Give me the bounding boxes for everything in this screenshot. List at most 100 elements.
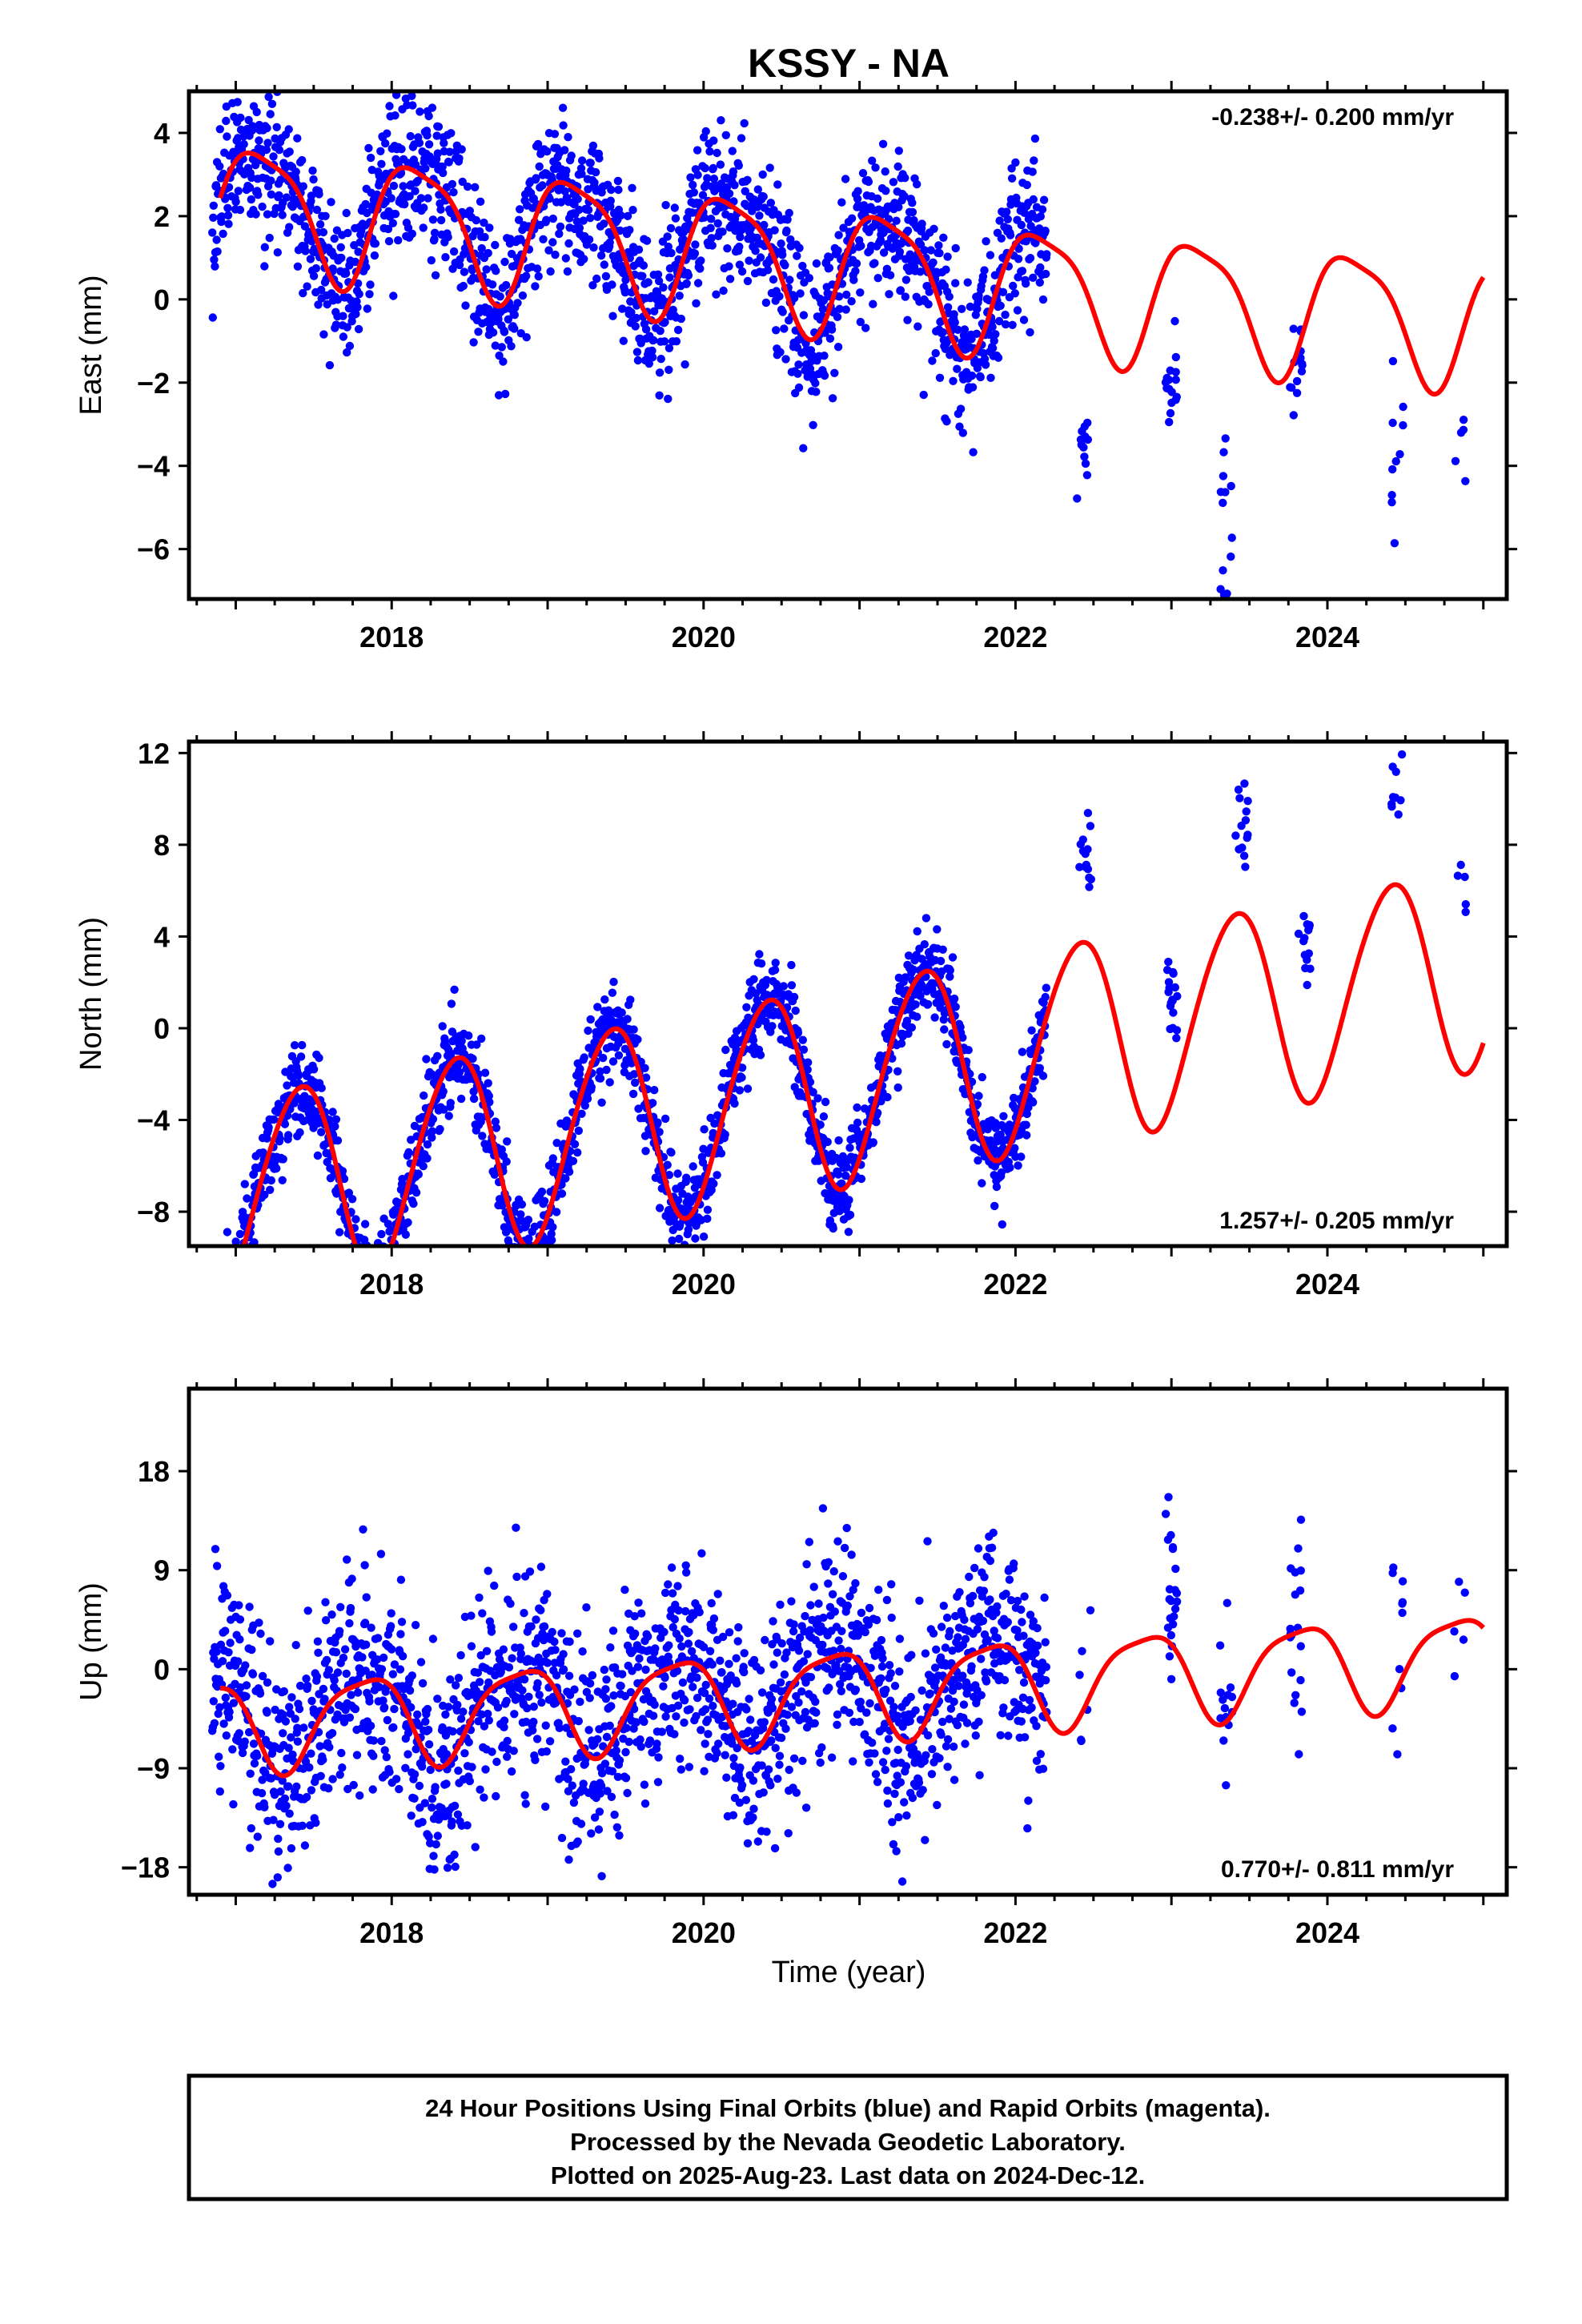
data-point [316,1771,325,1780]
data-point [291,1641,300,1650]
data-point [1027,1026,1036,1035]
data-point [433,1051,442,1061]
data-point [543,147,552,156]
data-point [778,308,787,316]
data-point [596,1789,605,1798]
data-point [894,147,904,155]
data-point [661,318,669,327]
data-point [1168,1023,1178,1032]
data-point [617,1008,626,1017]
data-point [759,1788,768,1797]
data-point [484,248,492,258]
data-point [488,280,497,289]
data-point [504,1663,514,1672]
data-point [383,129,391,138]
data-point [556,198,566,207]
data-point [307,1786,316,1795]
data-point [340,1645,350,1654]
data-point [818,304,828,314]
data-point [388,1670,397,1679]
data-point [700,213,709,222]
data-point [312,1672,322,1681]
data-point [576,1064,584,1073]
data-point [665,365,673,374]
data-point [636,1735,644,1744]
data-point [731,227,740,235]
data-point [229,1699,239,1707]
data-point [358,1653,367,1662]
data-point [602,1732,612,1742]
data-point [216,1337,224,1345]
data-point [548,1154,557,1163]
data-point [938,945,947,955]
data-point [343,323,351,332]
data-point [223,1312,231,1320]
data-point [444,1112,453,1120]
data-point [614,185,623,195]
data-point [1289,324,1298,333]
data-point [480,232,489,242]
data-point [360,1255,368,1263]
data-point [628,1667,636,1675]
data-point [395,1784,404,1794]
data-point [596,1067,604,1076]
data-point [610,1810,619,1819]
data-point [853,1118,862,1128]
data-point [605,1721,614,1731]
data-point [713,219,722,228]
data-point [623,1015,632,1023]
data-point [693,171,702,179]
data-point [377,1229,386,1239]
data-point [440,139,448,147]
data-point [502,1157,511,1166]
data-point [448,1817,456,1826]
data-point [570,1140,580,1149]
data-point [585,1694,594,1703]
data-point [903,226,913,235]
data-point [263,1678,272,1687]
data-point [307,1749,315,1758]
data-point [785,275,794,284]
data-point [723,244,732,253]
data-point [616,211,625,220]
data-point [1287,383,1296,392]
data-point [235,205,245,215]
data-point [223,211,233,220]
data-point [532,1253,540,1261]
data-point [439,1087,448,1096]
data-point [533,1260,541,1268]
data-point [787,981,797,990]
data-point [657,1727,666,1736]
data-point [365,1697,374,1706]
east-data-points [208,91,1470,599]
data-point [705,1647,715,1655]
data-point [672,337,681,346]
data-point [668,1236,677,1245]
data-point [225,1320,233,1328]
data-point [556,222,565,231]
data-point [871,163,880,172]
data-point [366,280,375,289]
data-point [379,1696,387,1705]
data-point [390,1704,399,1714]
data-point [685,1705,694,1714]
data-point [669,1622,677,1632]
data-point [490,1581,499,1590]
data-point [210,1719,219,1727]
data-point [362,1593,371,1602]
data-point [793,1028,803,1038]
data-point [368,1785,377,1794]
data-point [215,1300,223,1308]
data-point [640,1063,649,1073]
data-point [684,1225,693,1234]
data-point [528,1261,536,1269]
data-point [484,1566,492,1575]
data-point [626,995,635,1004]
data-point [1461,900,1471,909]
data-point [889,178,898,187]
data-point [267,99,277,108]
data-point [956,404,966,413]
data-point [362,1313,370,1321]
data-point [212,235,221,244]
